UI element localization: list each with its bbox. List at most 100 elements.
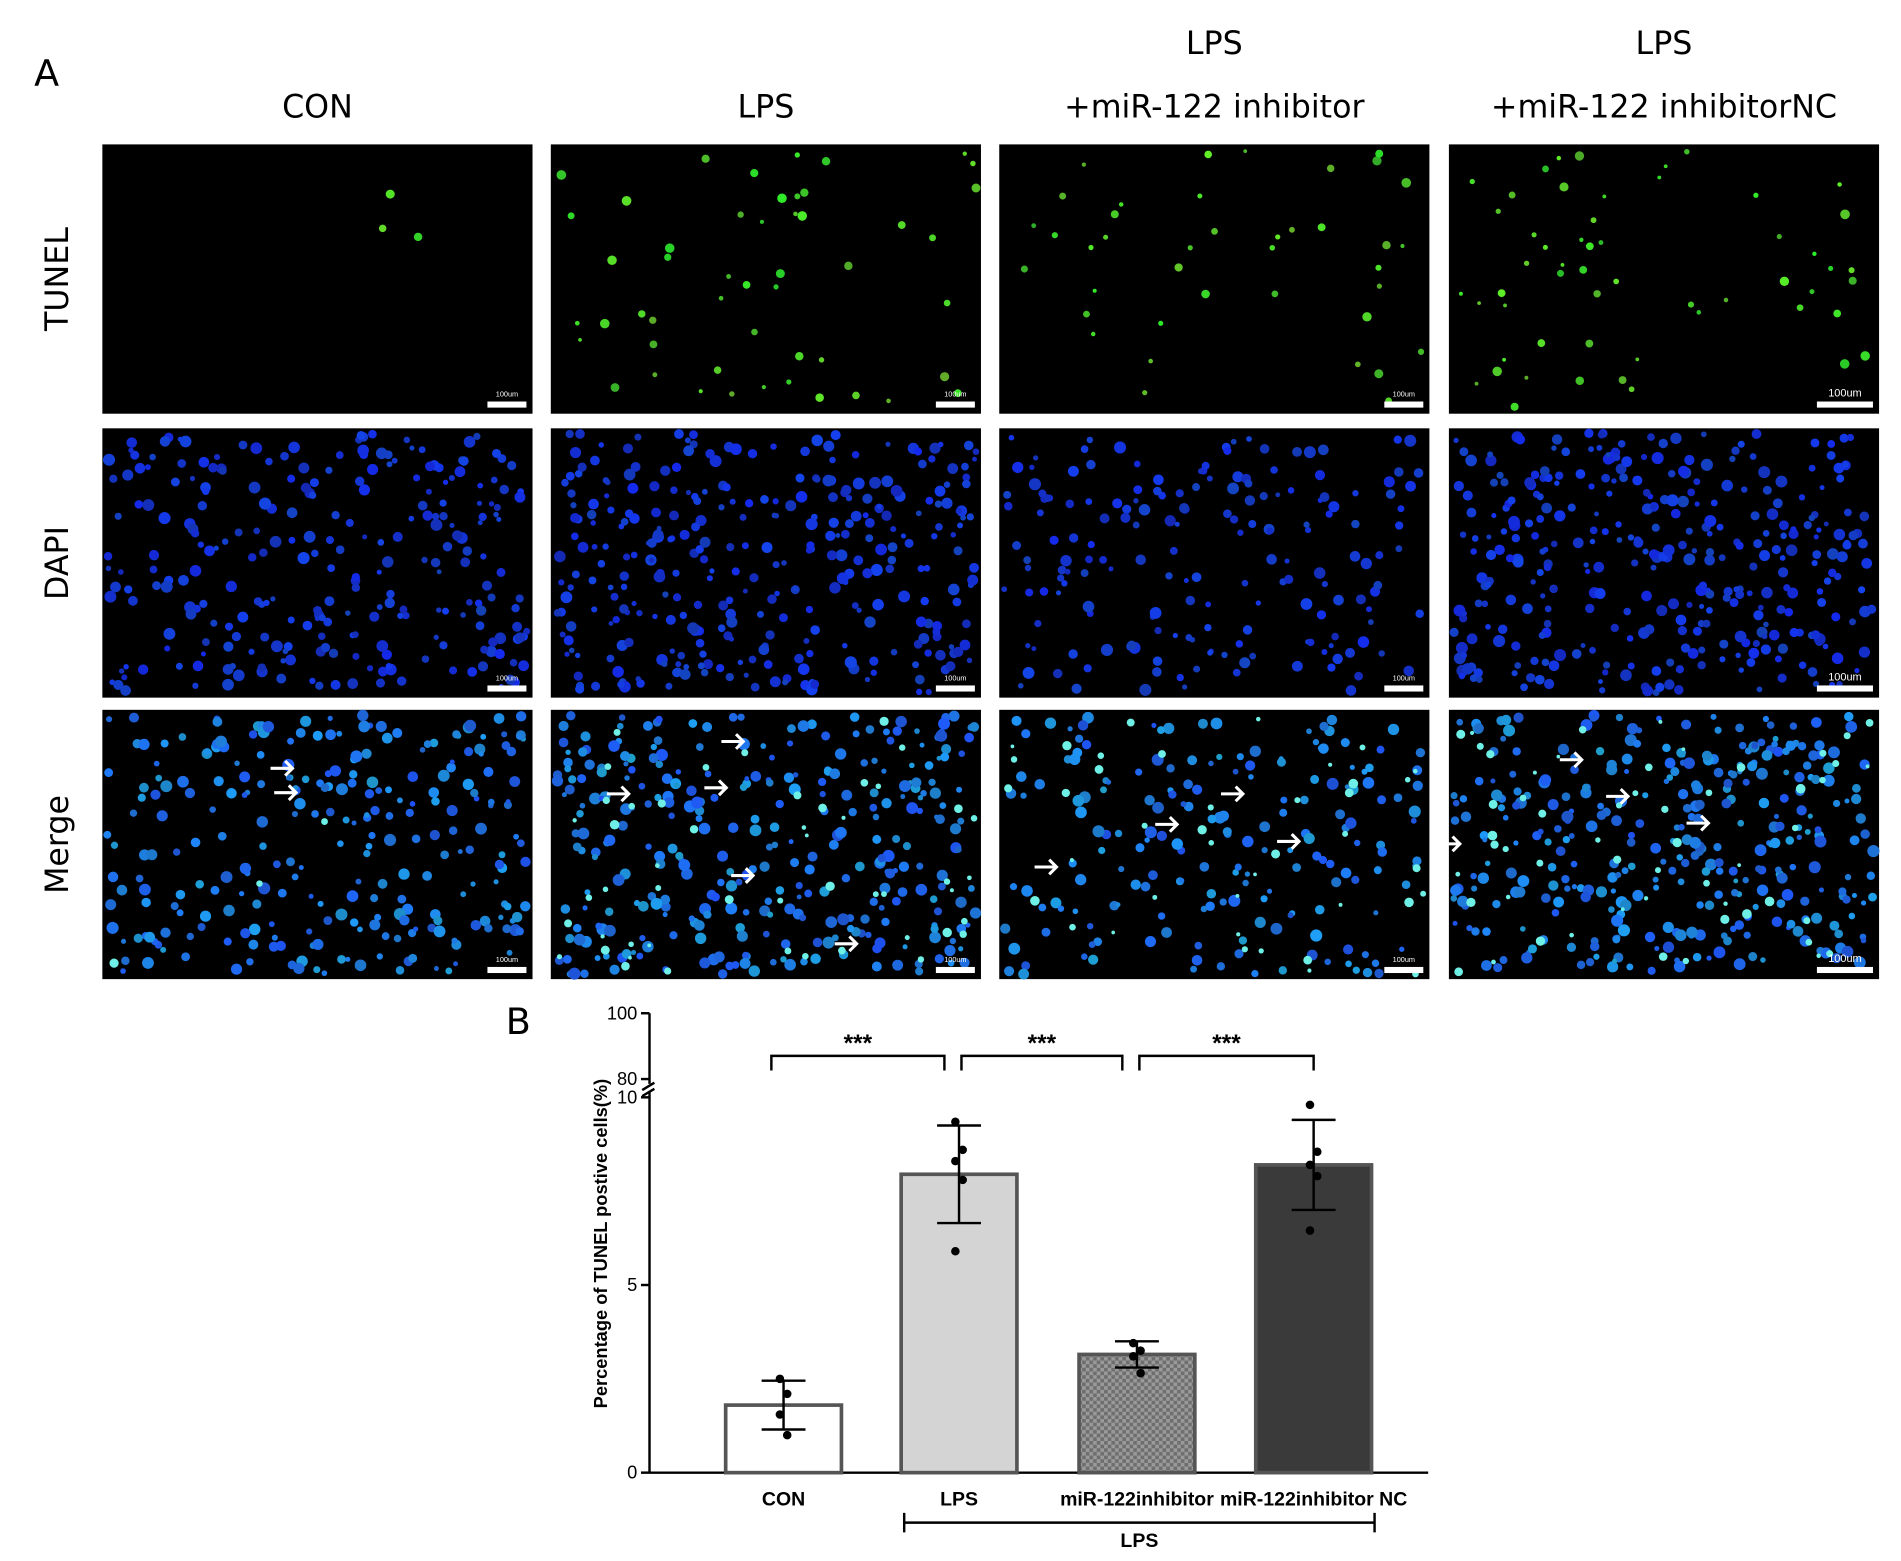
nucleus — [672, 593, 682, 602]
nucleus — [1831, 652, 1844, 665]
nucleus — [1505, 867, 1517, 879]
nucleus — [1650, 842, 1661, 854]
nucleus — [1075, 734, 1084, 743]
nucleus — [795, 473, 805, 483]
nucleus — [1632, 889, 1644, 902]
nucleus — [1628, 831, 1636, 839]
nucleus — [804, 864, 815, 875]
nucleus — [330, 679, 341, 690]
apoptotic-nucleus — [773, 284, 779, 290]
nucleus — [520, 901, 531, 912]
nucleus — [672, 569, 680, 577]
scale-bar-label: 100um — [1828, 953, 1862, 965]
nucleus — [1144, 837, 1150, 843]
nucleus — [969, 907, 982, 919]
nucleus — [1114, 829, 1123, 838]
nucleus — [1741, 486, 1748, 493]
nucleus — [1627, 534, 1635, 541]
nucleus — [570, 502, 577, 509]
apoptotic-nucleus — [1207, 804, 1214, 811]
nucleus — [377, 878, 388, 889]
nucleus — [477, 520, 483, 526]
nucleus — [515, 594, 524, 603]
nucleus — [655, 760, 664, 769]
nucleus — [594, 955, 601, 961]
nucleus — [928, 455, 936, 463]
apoptotic-nucleus — [655, 885, 662, 891]
nucleus — [448, 475, 455, 482]
nucleus — [1677, 495, 1689, 508]
nucleus — [375, 447, 388, 460]
nucleus — [639, 934, 646, 942]
nucleus — [872, 598, 884, 611]
nucleus — [725, 596, 734, 605]
apoptotic-nucleus — [1602, 194, 1607, 199]
nucleus — [1729, 598, 1739, 608]
nucleus — [1748, 952, 1758, 962]
apoptotic-nucleus — [1654, 867, 1661, 874]
nucleus — [1199, 862, 1210, 872]
nucleus — [1729, 770, 1738, 779]
nucleus — [1318, 743, 1329, 754]
nucleus — [199, 599, 208, 608]
nucleus — [286, 507, 298, 519]
nucleus — [1164, 515, 1176, 527]
nucleus — [1846, 433, 1855, 442]
nucleus — [457, 849, 463, 855]
nucleus — [829, 456, 836, 464]
apoptotic-nucleus — [628, 941, 634, 948]
apoptotic-nucleus — [1404, 776, 1411, 783]
nucleus — [684, 437, 691, 444]
nucleus — [499, 484, 509, 495]
nucleus — [620, 517, 629, 526]
nucleus — [1245, 760, 1256, 771]
micrograph-background — [102, 144, 533, 414]
nucleus — [1751, 429, 1762, 439]
nucleus — [238, 440, 248, 450]
nucleus — [1343, 944, 1354, 955]
column-label: +miR-122 inhibitorNC — [1491, 90, 1837, 126]
apoptotic-nucleus — [794, 193, 801, 200]
nucleus — [1561, 810, 1574, 823]
nucleus — [1593, 953, 1600, 960]
data-point — [1313, 1171, 1322, 1181]
nucleus — [1567, 503, 1576, 512]
nucleus — [105, 716, 113, 723]
nucleus — [1008, 942, 1021, 955]
nucleus — [1395, 545, 1403, 553]
nucleus — [335, 908, 348, 921]
apoptotic-nucleus — [647, 943, 652, 948]
nucleus — [1505, 554, 1514, 563]
nucleus — [570, 512, 581, 523]
y-tick-label: 5 — [627, 1274, 637, 1295]
apoptotic-nucleus — [724, 895, 734, 904]
nucleus — [1034, 619, 1042, 628]
nucleus — [1482, 927, 1491, 936]
nucleus — [1773, 746, 1784, 757]
apoptotic-nucleus — [1532, 770, 1537, 775]
data-point — [1305, 1100, 1315, 1110]
nucleus — [1316, 610, 1327, 620]
nucleus — [363, 849, 371, 858]
nucleus — [604, 924, 616, 937]
nucleus — [788, 839, 794, 845]
nucleus — [1648, 549, 1660, 560]
nucleus — [345, 518, 354, 527]
nucleus — [124, 585, 133, 594]
nucleus — [972, 448, 980, 455]
nucleus — [1340, 867, 1352, 879]
nucleus — [152, 581, 162, 591]
nucleus — [1453, 480, 1464, 492]
apoptotic-nucleus — [1307, 968, 1312, 973]
nucleus — [1377, 847, 1388, 857]
nucleus — [287, 737, 295, 745]
nucleus — [669, 510, 679, 521]
nucleus — [947, 583, 960, 596]
nucleus — [210, 885, 220, 895]
nucleus — [1710, 499, 1718, 507]
nucleus — [1548, 660, 1560, 672]
nucleus — [370, 894, 379, 903]
nucleus — [1344, 784, 1350, 790]
nucleus — [1205, 601, 1212, 608]
nucleus — [280, 658, 286, 664]
